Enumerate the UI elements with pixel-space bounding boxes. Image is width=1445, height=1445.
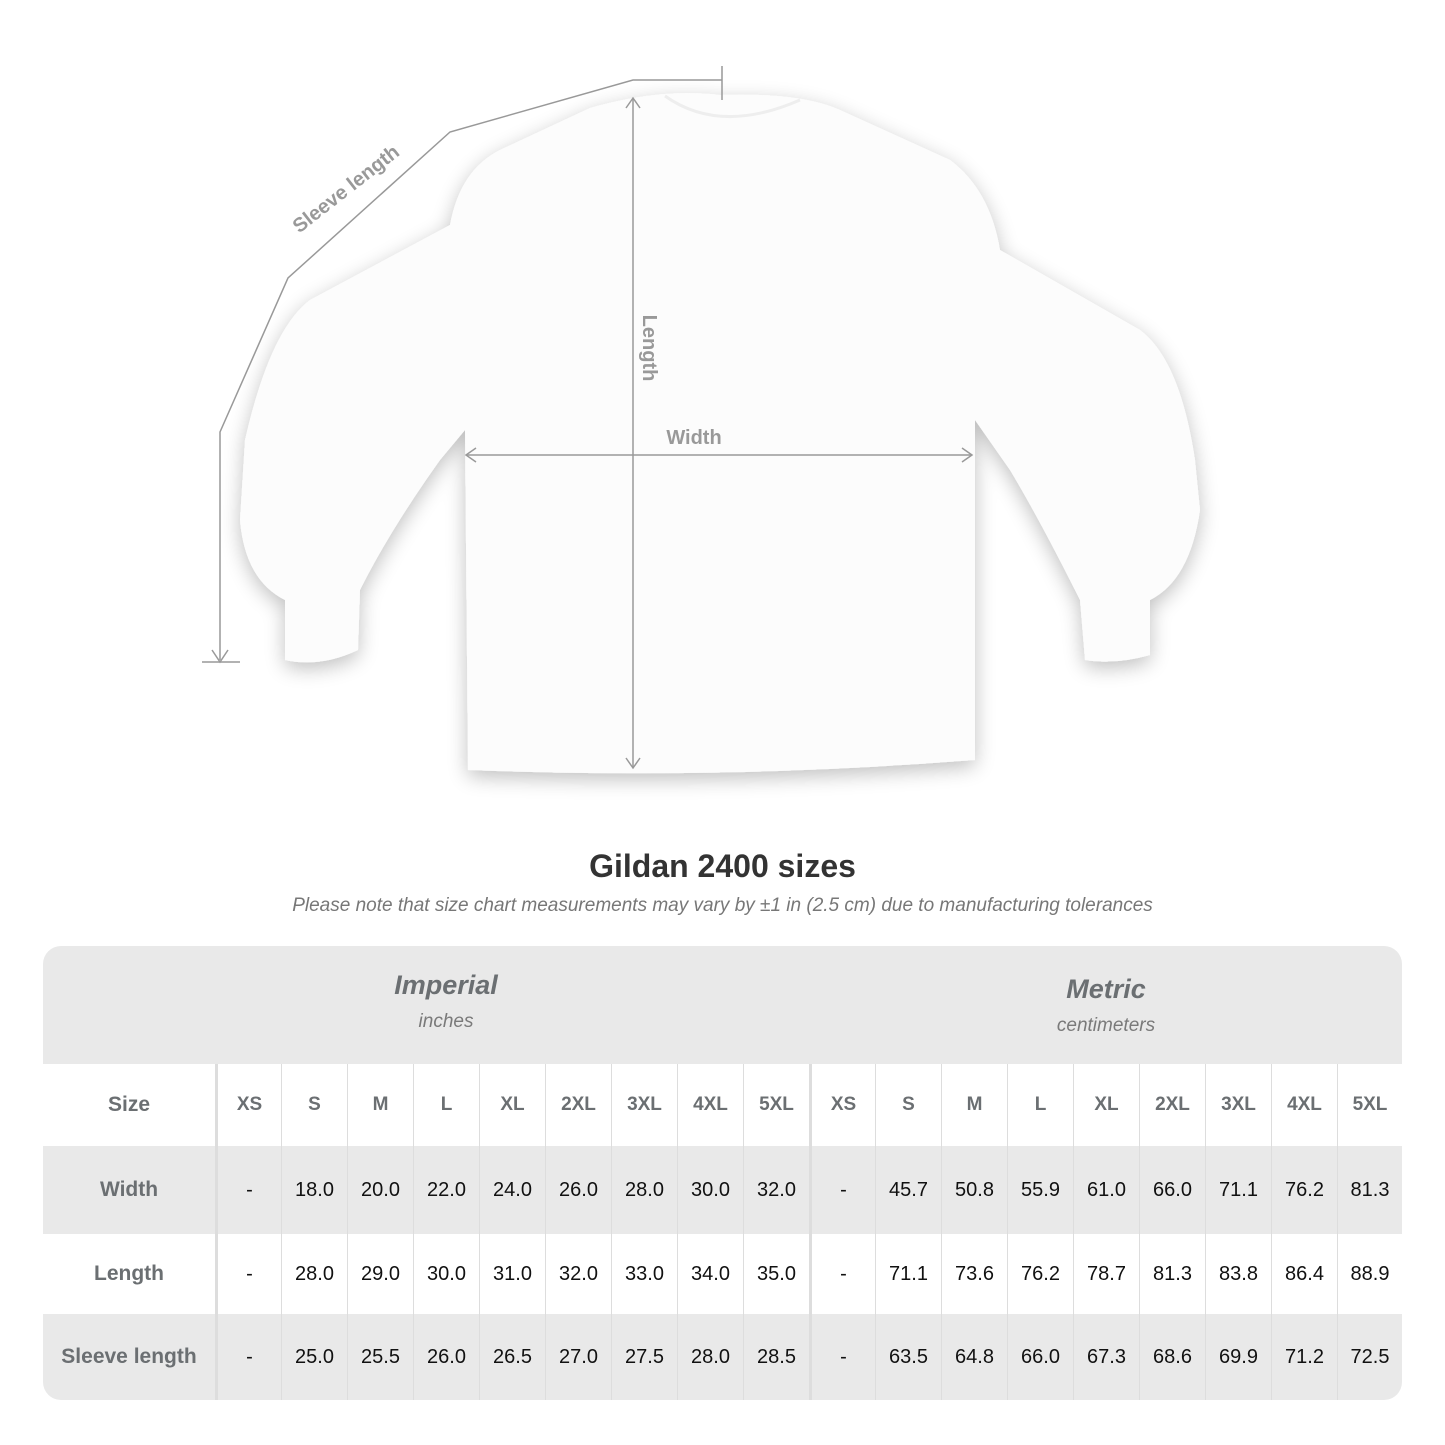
- imperial-value-cell: 20.0: [347, 1146, 413, 1234]
- imperial-value-cell: 26.5: [479, 1314, 545, 1400]
- measurement-lines: [202, 66, 974, 770]
- unit-header: Imperial inches Metric centimeters: [43, 946, 1402, 1064]
- row-label: Sleeve length: [61, 1345, 197, 1368]
- metric-value-cell: -: [809, 1146, 875, 1234]
- size-header-cell: 5XL: [1337, 1064, 1402, 1146]
- imperial-value-cell: 27.5: [611, 1314, 677, 1400]
- table-row: Length -28.0 29.0 30.0 31.0 32.0 33.0 34.0 35.0-…: [43, 1234, 1402, 1314]
- metric-value-cell: 73.6: [941, 1234, 1007, 1314]
- imperial-value-cell: 25.5: [347, 1314, 413, 1400]
- imperial-value-cell: 32.0: [743, 1146, 809, 1234]
- imperial-value-cell: 30.0: [413, 1234, 479, 1314]
- size-header-cell: S: [281, 1064, 347, 1146]
- size-header-cell: XL: [479, 1064, 545, 1146]
- metric-value-cell: 71.2: [1271, 1314, 1337, 1400]
- row-label: Size: [107, 1093, 151, 1116]
- metric-value-cell: 66.0: [1007, 1314, 1073, 1400]
- metric-value-cell: 64.8: [941, 1314, 1007, 1400]
- length-label: Length: [638, 315, 660, 382]
- imperial-value-cell: 28.0: [677, 1314, 743, 1400]
- size-header-cell: 2XL: [545, 1064, 611, 1146]
- size-header-cell: M: [347, 1064, 413, 1146]
- metric-value-cell: 71.1: [1205, 1146, 1271, 1234]
- imperial-value-cell: 25.0: [281, 1314, 347, 1400]
- imperial-value-cell: 33.0: [611, 1234, 677, 1314]
- imperial-value-cell: 34.0: [677, 1234, 743, 1314]
- table-row: Width -18.0 20.0 22.0 24.0 26.0 28.0 30.0 32.0-4…: [43, 1146, 1402, 1234]
- size-header-cell: XL: [1073, 1064, 1139, 1146]
- size-header-cell: XS: [215, 1064, 281, 1146]
- imperial-value-cell: 24.0: [479, 1146, 545, 1234]
- imperial-value-cell: 35.0: [743, 1234, 809, 1314]
- metric-value-cell: 68.6: [1139, 1314, 1205, 1400]
- metric-value-cell: 83.8: [1205, 1234, 1271, 1314]
- imperial-value-cell: 27.0: [545, 1314, 611, 1400]
- shirt-measurement-diagram: Sleeve length Length Width: [202, 66, 1200, 774]
- size-header-cell: 2XL: [1139, 1064, 1205, 1146]
- size-header-cell: M: [941, 1064, 1007, 1146]
- metric-value-cell: 67.3: [1073, 1314, 1139, 1400]
- metric-value-cell: -: [809, 1234, 875, 1314]
- size-header-cell: S: [875, 1064, 941, 1146]
- metric-value-cell: 81.3: [1139, 1234, 1205, 1314]
- imperial-value-cell: 28.0: [611, 1146, 677, 1234]
- imperial-value-cell: 29.0: [347, 1234, 413, 1314]
- metric-value-cell: 88.9: [1337, 1234, 1402, 1314]
- metric-value-cell: 66.0: [1139, 1146, 1205, 1234]
- row-label: Length: [94, 1262, 164, 1285]
- metric-value-cell: 76.2: [1271, 1146, 1337, 1234]
- metric-value-cell: 81.3: [1337, 1146, 1402, 1234]
- imperial-value-cell: -: [215, 1314, 281, 1400]
- size-header-cell: 4XL: [677, 1064, 743, 1146]
- metric-value-cell: 63.5: [875, 1314, 941, 1400]
- tolerance-note: Please note that size chart measurements…: [292, 895, 1153, 916]
- metric-value-cell: 86.4: [1271, 1234, 1337, 1314]
- metric-value-cell: -: [809, 1314, 875, 1400]
- metric-value-cell: 50.8: [941, 1146, 1007, 1234]
- size-header-cell: L: [1007, 1064, 1073, 1146]
- metric-value-cell: 72.5: [1337, 1314, 1402, 1400]
- metric-value-cell: 45.7: [875, 1146, 941, 1234]
- metric-header: Metric centimeters: [809, 974, 1402, 1037]
- metric-title: Metric: [1066, 974, 1146, 1004]
- metric-value-cell: 61.0: [1073, 1146, 1139, 1234]
- size-header-cell: 5XL: [743, 1064, 809, 1146]
- page-title: Gildan 2400 sizes: [589, 848, 856, 884]
- metric-unit: centimeters: [1056, 1015, 1156, 1036]
- imperial-value-cell: 26.0: [413, 1314, 479, 1400]
- table-row: Sleeve length -25.0 25.5 26.0 26.5 27.0 27.5 28…: [43, 1314, 1402, 1400]
- imperial-value-cell: -: [215, 1146, 281, 1234]
- imperial-value-cell: 18.0: [281, 1146, 347, 1234]
- size-header-cell: 4XL: [1271, 1064, 1337, 1146]
- imperial-value-cell: -: [215, 1234, 281, 1314]
- metric-value-cell: 69.9: [1205, 1314, 1271, 1400]
- metric-value-cell: 78.7: [1073, 1234, 1139, 1314]
- metric-value-cell: 55.9: [1007, 1146, 1073, 1234]
- size-header-cell: 3XL: [1205, 1064, 1271, 1146]
- imperial-value-cell: 32.0: [545, 1234, 611, 1314]
- size-table: Imperial inches Metric centimeters Size X…: [43, 946, 1402, 1400]
- imperial-value-cell: 22.0: [413, 1146, 479, 1234]
- size-header-cell: 3XL: [611, 1064, 677, 1146]
- row-label: Width: [99, 1178, 159, 1201]
- imperial-value-cell: 26.0: [545, 1146, 611, 1234]
- metric-value-cell: 71.1: [875, 1234, 941, 1314]
- size-header-cell: L: [413, 1064, 479, 1146]
- imperial-value-cell: 31.0: [479, 1234, 545, 1314]
- width-label: Width: [666, 427, 721, 449]
- metric-value-cell: 76.2: [1007, 1234, 1073, 1314]
- imperial-value-cell: 28.0: [281, 1234, 347, 1314]
- imperial-unit: inches: [418, 1011, 474, 1032]
- longsleeve-shirt-illustration: [240, 93, 1200, 774]
- imperial-header: Imperial inches: [215, 970, 677, 1033]
- size-header-cell: XS: [809, 1064, 875, 1146]
- imperial-value-cell: 30.0: [677, 1146, 743, 1234]
- size-header-row: Size XS S M L XL 2XL 3XL 4XL 5XL XS S M L XL 2XL 3XL 4XL 5…: [43, 1064, 1402, 1146]
- imperial-value-cell: 28.5: [743, 1314, 809, 1400]
- imperial-title: Imperial: [394, 970, 498, 1000]
